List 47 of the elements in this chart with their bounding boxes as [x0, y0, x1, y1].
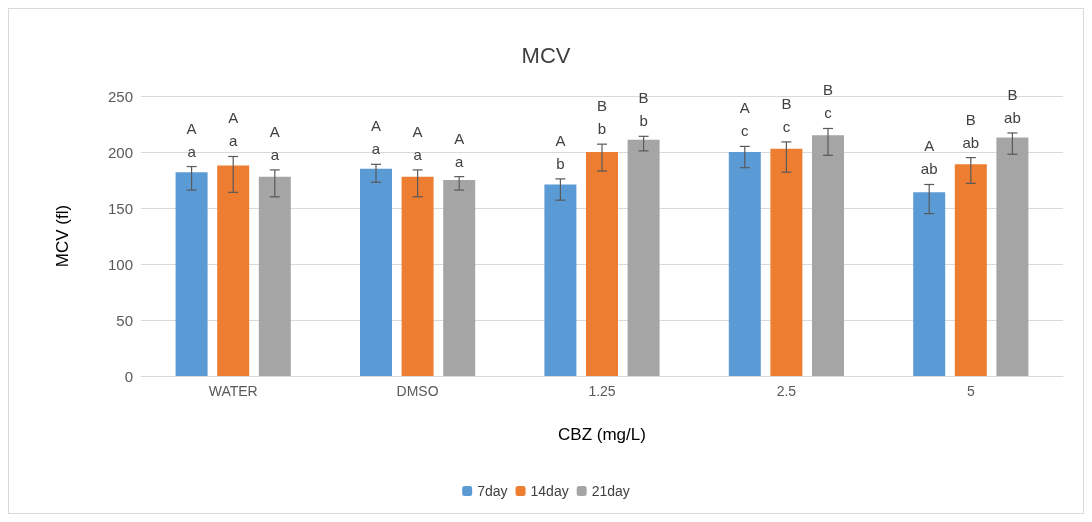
data-label: A b [555, 131, 566, 172]
bar [401, 176, 434, 376]
data-label: A c [739, 99, 750, 140]
data-label: A a [186, 119, 197, 160]
data-label: B b [638, 89, 649, 130]
data-label: A a [269, 122, 280, 163]
y-tick-label: 100 [107, 255, 133, 273]
y-tick-label: 150 [107, 199, 133, 217]
data-label: B ab [962, 110, 980, 151]
legend-label: 21day [591, 483, 630, 499]
data-label: A a [228, 109, 239, 150]
data-label: B ab [1004, 85, 1021, 126]
data-label: B b [596, 97, 608, 138]
data-label: A a [370, 117, 382, 158]
bar [175, 172, 208, 376]
bar [443, 180, 476, 376]
bar [996, 137, 1029, 376]
y-tick-label: 50 [116, 311, 133, 329]
legend-label: 14day [530, 483, 569, 499]
x-tick-label: 1.25 [588, 383, 616, 399]
x-tick-label: 5 [966, 383, 975, 399]
data-label: A ab [920, 137, 938, 178]
bar [770, 148, 803, 376]
legend-label: 7day [477, 483, 508, 499]
bar [728, 152, 761, 376]
y-axis-title: MCV (fl) [53, 204, 72, 268]
y-tick-label: 0 [124, 367, 133, 385]
bar [586, 152, 618, 376]
y-tick-label: 200 [107, 143, 133, 161]
data-label: A a [412, 122, 423, 163]
bar [812, 135, 844, 376]
data-label: B c [781, 94, 792, 135]
bar [544, 184, 577, 376]
bar [217, 165, 250, 376]
bar [627, 139, 660, 376]
bar [954, 164, 987, 376]
bar [258, 176, 291, 376]
chart-title: MCV [521, 42, 571, 68]
data-label: B c [822, 81, 834, 122]
x-tick-label: WATER [208, 383, 258, 399]
x-axis-title: CBZ (mg/L) [558, 425, 646, 444]
bar [913, 192, 946, 376]
y-tick-label: 250 [107, 87, 133, 105]
data-label: A a [454, 129, 465, 170]
bar [360, 168, 392, 376]
x-tick-label: DMSO [396, 383, 439, 399]
x-tick-label: 2.5 [776, 383, 797, 399]
